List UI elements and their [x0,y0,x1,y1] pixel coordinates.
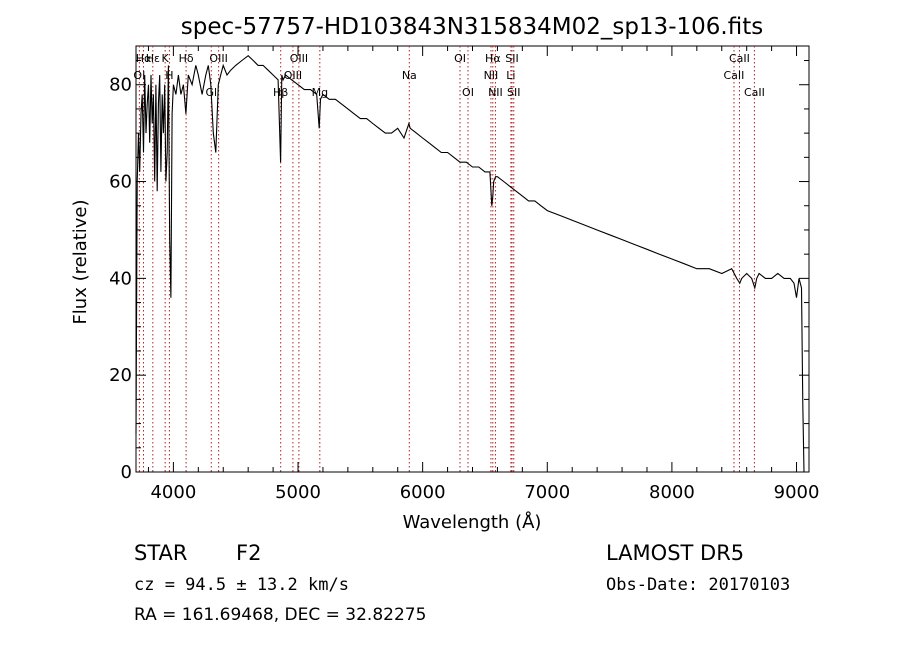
annotation-label: Na [402,69,417,82]
y-tick-label: 0 [121,462,132,483]
y-tick-label: 40 [109,268,132,289]
spectral-subclass: F2 [236,541,261,565]
x-axis-label: Wavelength (Å) [403,511,542,533]
survey-name: LAMOST DR5 [606,541,744,565]
annotation-label: OI [462,86,474,99]
spectrum-layer [135,54,806,473]
annotation-label: NII [488,86,503,99]
annotation-label: H [165,69,173,82]
x-tick-label: 8000 [649,482,695,503]
x-tick-label: 5000 [275,482,321,503]
chart-title: spec-57757-HD103843N315834M02_sp13-106.f… [181,14,763,40]
y-axis-label: Flux (relative) [70,199,91,324]
annotation-label: CaII [724,69,745,82]
line-marker-layer [138,46,755,472]
annotation-label: CaII [729,52,750,65]
observation-date: Obs-Date: 20170103 [606,575,790,595]
annotation-label: Hα [485,52,501,65]
y-tick-label: 20 [109,365,132,386]
annotation-label: OIII [209,52,227,65]
x-tick-label: 7000 [524,482,570,503]
x-tick-label: 9000 [774,482,820,503]
coordinates: RA = 161.69468, DEC = 32.82275 [134,605,426,625]
x-tick-label: 6000 [400,482,446,503]
y-axis-ticks: 0 20 40 60 80 [109,60,809,483]
annotation-label: OIII [290,52,308,65]
annotation-label: OI [454,52,466,65]
annotation-label: K [162,52,170,65]
x-axis-ticks: 4000 5000 6000 7000 8000 9000 [147,46,820,503]
annotation-label: OI [133,69,145,82]
plot-frame [135,45,810,473]
y-tick-label: 60 [109,172,132,193]
annotation-label: Hδ [179,52,194,65]
x-tick-label: 4000 [150,482,196,503]
spectrum-line [135,54,806,473]
annotation-label: Li [506,69,515,82]
annotation-label: OIII [284,69,302,82]
y-tick-label: 80 [109,75,132,96]
annotation-label: SII [507,86,520,99]
redshift-value: cz = 94.5 ± 13.2 km/s [134,575,349,595]
annotation-label: Hε [146,52,160,65]
object-class: STAR [134,541,187,565]
annotation-label: Hβ [273,86,288,99]
annotation-label: NII [484,69,499,82]
annotation-label: CaII [744,86,765,99]
annotation-label: Hα [136,52,152,65]
annotation-label: SII [505,52,518,65]
